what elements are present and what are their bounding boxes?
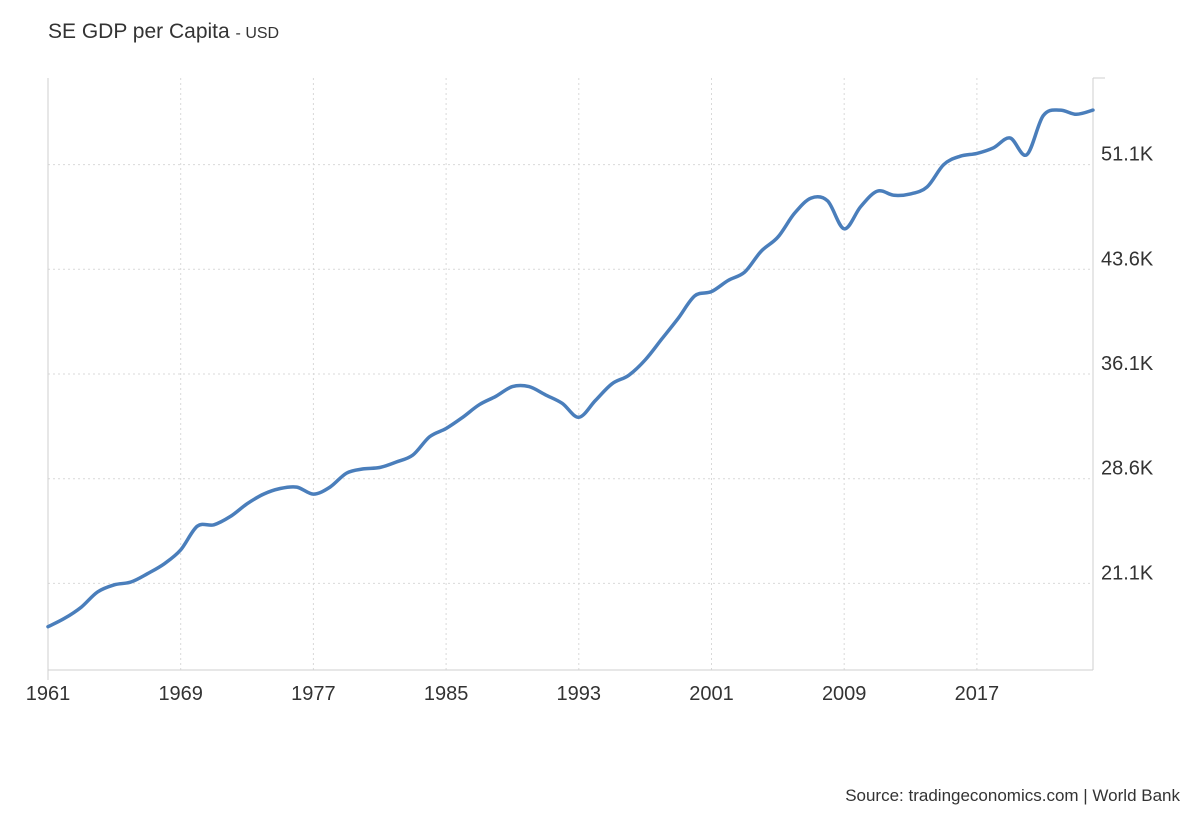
x-tick-label: 1993	[557, 683, 602, 705]
x-axis-ticks: 1961 1969 1977 1985 1993 2001 2009 2017	[26, 683, 999, 705]
y-tick-label: 28.6K	[1101, 458, 1154, 480]
chart-title-text: SE GDP per Capita	[48, 20, 230, 43]
x-tick-label: 2009	[822, 683, 867, 705]
x-tick-label: 1961	[26, 683, 71, 705]
chart-title: SE GDP per Capita - USD	[48, 20, 279, 44]
x-tick-label: 2017	[955, 683, 1000, 705]
gdp-series-line	[46, 108, 1095, 629]
x-tick-label: 1985	[424, 683, 469, 705]
chart-series	[46, 108, 1095, 629]
x-tick-label: 1977	[291, 683, 336, 705]
x-tick-label: 1969	[158, 683, 203, 705]
y-tick-label: 51.1K	[1101, 144, 1154, 166]
y-axis-ticks: 21.1K 28.6K 36.1K 43.6K 51.1K	[1101, 144, 1154, 585]
chart-unit: - USD	[235, 25, 280, 42]
chart-grid	[48, 78, 1093, 670]
y-tick-label: 43.6K	[1101, 248, 1154, 270]
y-tick-label: 36.1K	[1101, 353, 1154, 375]
chart-axes	[47, 77, 1105, 680]
source-attribution: Source: tradingeconomics.com | World Ban…	[845, 786, 1180, 805]
x-tick-label: 2001	[689, 683, 734, 705]
y-tick-label: 21.1K	[1101, 562, 1154, 584]
